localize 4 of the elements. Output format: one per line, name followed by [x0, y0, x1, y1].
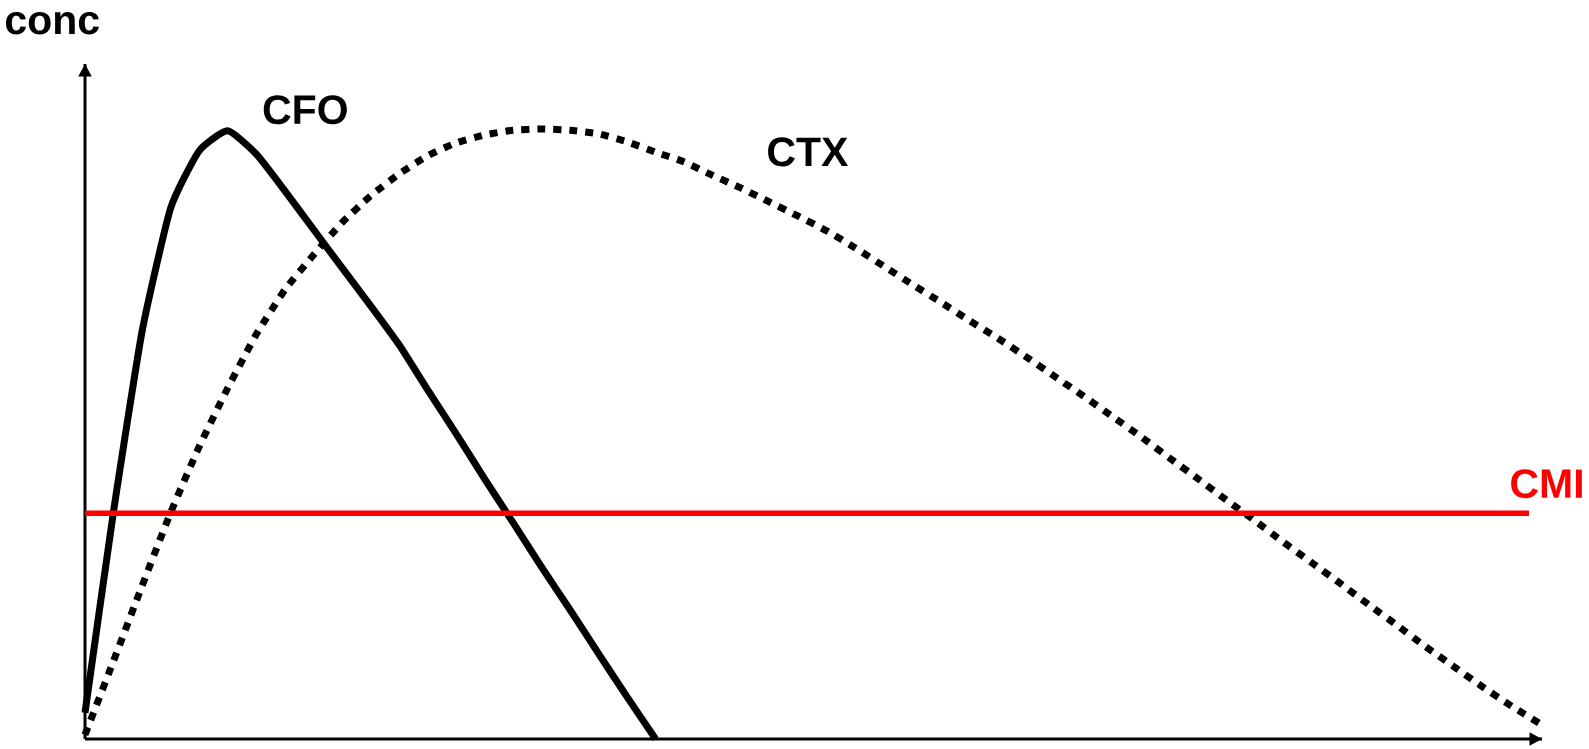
y-axis-title: conc: [5, 11, 99, 35]
ref-line-label: CMI: [1511, 469, 1582, 499]
series-label: CFO: [263, 95, 347, 125]
series-label: CTX: [768, 137, 849, 167]
